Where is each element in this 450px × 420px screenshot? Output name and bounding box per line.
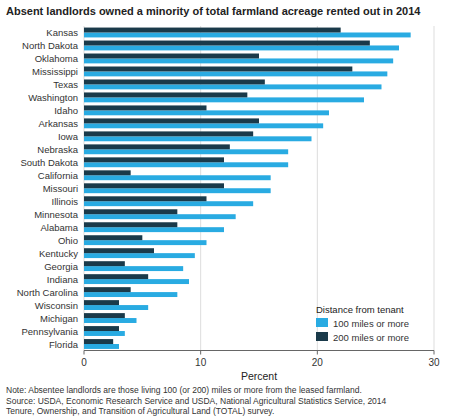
category-label: Washington	[28, 92, 78, 103]
bar	[84, 144, 230, 149]
bar	[84, 331, 125, 336]
category-label: Iowa	[58, 131, 79, 142]
legend-entry: 200 miles or more	[333, 332, 409, 343]
bar	[84, 292, 177, 297]
tick-label: 10	[195, 357, 207, 368]
bar	[84, 261, 125, 266]
grid-line	[434, 26, 435, 351]
bar	[84, 253, 195, 258]
tick-label: 0	[81, 357, 87, 368]
bar	[84, 227, 224, 232]
category-label: Georgia	[44, 261, 79, 272]
category-label: Ohio	[58, 235, 78, 246]
bar	[84, 41, 370, 46]
category-label: Kentucky	[39, 248, 78, 259]
bar	[84, 92, 247, 97]
bar	[84, 71, 387, 76]
note: Tenure, Ownership, and Transition of Agr…	[6, 406, 274, 416]
bar	[84, 97, 364, 102]
bar	[84, 123, 323, 128]
bar	[84, 45, 399, 50]
bar	[84, 170, 131, 175]
bar	[84, 214, 236, 219]
category-label: California	[38, 170, 79, 181]
category-label: Texas	[53, 79, 78, 90]
bar	[84, 84, 382, 89]
bar	[84, 196, 207, 201]
note: Note: Absentee landlords are those livin…	[6, 385, 362, 395]
bar	[84, 318, 137, 323]
bar	[84, 235, 142, 240]
category-label: North Carolina	[17, 287, 79, 298]
note: Source: USDA, Economic Research Service …	[6, 396, 387, 406]
bar	[84, 222, 177, 227]
legend-swatch	[316, 318, 328, 327]
grid	[84, 26, 434, 351]
category-label: Oklahoma	[35, 53, 79, 64]
bar	[84, 66, 352, 71]
bar	[84, 118, 259, 123]
bar	[84, 162, 288, 167]
category-label: Arkansas	[38, 118, 78, 129]
x-axis	[84, 350, 434, 351]
category-label: Michigan	[40, 313, 78, 324]
bar	[84, 313, 125, 318]
category-label: Idaho	[54, 105, 78, 116]
tick-mark	[200, 351, 201, 355]
bar	[84, 157, 224, 162]
bar	[84, 326, 119, 331]
category-label: Nebraska	[37, 144, 78, 155]
bar	[84, 248, 154, 253]
bar	[84, 183, 224, 188]
bar	[84, 240, 207, 245]
bar	[84, 79, 265, 84]
category-label: Wisconsin	[35, 300, 78, 311]
chart: Absent landlords owned a minority of tot…	[0, 0, 450, 420]
x-axis-label: Percent	[241, 370, 277, 382]
bar	[84, 274, 148, 279]
category-label: Mississippi	[32, 66, 78, 77]
bars	[84, 28, 411, 349]
category-label: Minnesota	[34, 209, 79, 220]
category-label: Kansas	[46, 27, 78, 38]
bar	[84, 201, 253, 206]
title: Absent landlords owned a minority of tot…	[6, 5, 421, 17]
bar	[84, 188, 271, 193]
category-label: North Dakota	[22, 40, 79, 51]
legend-entry: 100 miles or more	[333, 318, 409, 329]
bar	[84, 32, 411, 37]
category-label: Florida	[49, 339, 79, 350]
bar	[84, 110, 329, 115]
bar	[84, 58, 393, 63]
tick-label: 20	[312, 357, 324, 368]
bar	[84, 28, 341, 33]
legend-swatch	[316, 332, 328, 341]
category-label: South Dakota	[20, 157, 78, 168]
bar	[84, 344, 119, 349]
bar	[84, 136, 312, 141]
bar	[84, 305, 148, 310]
legend-title: Distance from tenant	[316, 304, 404, 315]
bar	[84, 175, 271, 180]
bar	[84, 105, 207, 110]
bar	[84, 209, 177, 214]
bar	[84, 54, 259, 59]
tick-mark	[434, 351, 435, 355]
category-label: Alabama	[41, 222, 79, 233]
bar	[84, 266, 183, 271]
category-label: Indiana	[47, 274, 79, 285]
tick-label: 30	[428, 357, 440, 368]
bar	[84, 131, 253, 136]
category-label: Illinois	[52, 196, 79, 207]
category-label: Pennsylvania	[21, 326, 78, 337]
bar	[84, 287, 131, 292]
bar	[84, 279, 189, 284]
tick-mark	[84, 351, 85, 355]
category-label: Missouri	[43, 183, 78, 194]
bar	[84, 149, 288, 154]
legend: Distance from tenant 100 miles or more 200…	[316, 304, 409, 343]
bar	[84, 339, 113, 344]
bar	[84, 300, 119, 305]
tick-mark	[317, 351, 318, 355]
